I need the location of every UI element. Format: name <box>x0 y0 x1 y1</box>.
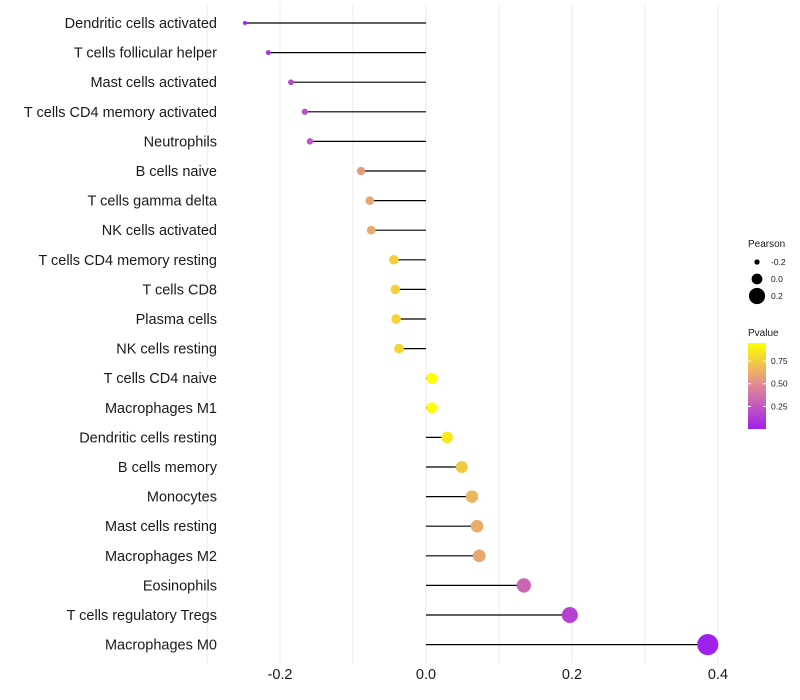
size-legend: -0.2 0.0 0.2 <box>748 257 786 305</box>
lollipop-point <box>288 79 294 86</box>
lollipop-point <box>516 578 531 593</box>
lollipop-point <box>365 196 375 205</box>
lollipop-point <box>265 50 271 56</box>
category-label: B cells naive <box>136 164 217 180</box>
pvalue-colorbar <box>748 343 766 429</box>
size-legend-key <box>751 273 763 285</box>
gridlines <box>206 5 719 663</box>
lollipop-point <box>470 519 484 533</box>
x-tick-label: 0.0 <box>416 667 436 683</box>
size-legend-key <box>748 287 766 305</box>
x-tick-label: -0.2 <box>268 667 293 683</box>
x-axis-ticks: -0.2 0.0 0.2 0.4 <box>268 667 729 683</box>
lollipop-point <box>561 606 578 624</box>
points <box>242 20 719 656</box>
category-label: T cells regulatory Tregs <box>67 608 217 624</box>
size-legend-label: 0.0 <box>771 274 783 284</box>
category-label: Dendritic cells activated <box>65 16 217 32</box>
category-label: Neutrophils <box>144 134 217 150</box>
size-legend-label: -0.2 <box>771 257 786 267</box>
lollipop-point <box>242 20 247 26</box>
lollipop-point <box>697 634 719 656</box>
y-axis-labels: Dendritic cells activated T cells follicu… <box>24 16 218 654</box>
category-label: Dendritic cells resting <box>79 430 217 446</box>
lollipop-point <box>390 284 401 295</box>
color-legend-ticks: 0.25 0.50 0.75 <box>748 356 788 411</box>
lollipop-point <box>441 431 453 444</box>
category-label: Macrophages M2 <box>105 549 217 565</box>
category-label: T cells CD4 memory resting <box>38 253 217 269</box>
colorbar-label: 0.25 <box>771 401 788 411</box>
size-legend-key <box>754 259 760 265</box>
category-label: Macrophages M1 <box>105 401 217 417</box>
lollipop-point <box>426 402 438 414</box>
category-label: T cells CD4 memory activated <box>24 105 217 121</box>
lollipop-point <box>389 255 399 265</box>
legend-size-title: Pearson <box>748 239 785 250</box>
lollipop-point <box>394 343 404 354</box>
category-label: Monocytes <box>147 490 217 506</box>
category-label: Macrophages M0 <box>105 638 217 654</box>
category-label: T cells follicular helper <box>74 46 217 62</box>
category-label: Mast cells activated <box>90 75 217 91</box>
category-label: Eosinophils <box>143 578 217 594</box>
category-label: T cells gamma delta <box>88 194 218 210</box>
x-tick-label: 0.4 <box>708 667 728 683</box>
lollipop-point <box>426 372 438 384</box>
category-label: T cells CD8 <box>142 282 217 298</box>
lollipop-point <box>301 108 308 115</box>
category-label: NK cells resting <box>116 342 217 358</box>
category-label: Plasma cells <box>136 312 217 328</box>
category-label: B cells memory <box>118 460 218 476</box>
category-label: NK cells activated <box>102 223 217 239</box>
size-legend-label: 0.2 <box>771 291 783 301</box>
legend-color-title: Pvalue <box>748 328 779 339</box>
category-label: T cells CD4 naive <box>104 371 217 387</box>
lollipop-point <box>306 138 314 145</box>
lollipop-point <box>465 490 479 503</box>
category-label: Mast cells resting <box>105 519 217 535</box>
lollipop-point <box>472 549 486 563</box>
x-tick-label: 0.2 <box>562 667 582 683</box>
colorbar-label: 0.75 <box>771 356 788 366</box>
lollipop-point <box>391 314 401 324</box>
lollipop-point <box>356 166 366 176</box>
lollipop-point <box>455 460 468 474</box>
colorbar-label: 0.50 <box>771 379 788 389</box>
legend: Pearson -0.2 0.0 0.2 Pvalue 0.25 0.50 0.75 <box>748 239 788 429</box>
lollipop-point <box>366 225 376 235</box>
